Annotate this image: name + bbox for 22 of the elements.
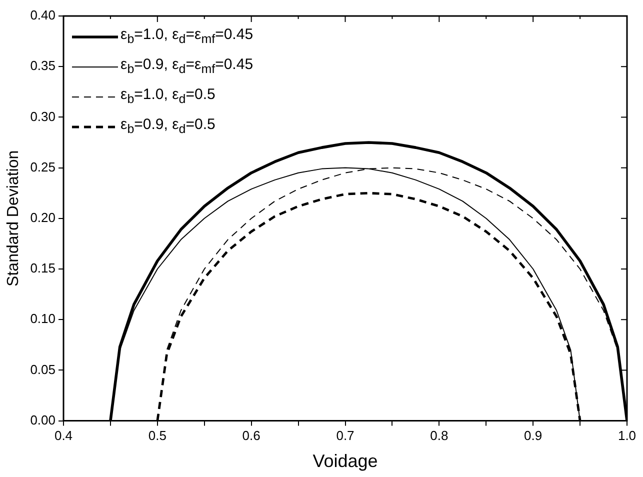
x-tick-label: 1.0: [618, 428, 636, 444]
x-tick-label: 0.5: [148, 428, 166, 444]
legend-label: ε$_{b}$=1.0, ε$_{d}$=ε$_{mf}$=0.45: [120, 25, 254, 48]
x-tick-label: 0.9: [524, 428, 542, 444]
legend-label: ε$_{b}$=1.0, ε$_{d}$=0.5: [120, 85, 216, 108]
y-tick-label: 0.10: [30, 311, 56, 326]
y-tick-label: 0.35: [30, 58, 56, 74]
x-tick-label: 0.6: [242, 428, 260, 444]
legend-label: ε$_{b}$=0.9, ε$_{d}$=0.5: [120, 115, 216, 138]
legend-label: ε$_{b}$=0.9, ε$_{d}$=ε$_{mf}$=0.45: [120, 55, 254, 78]
y-tick-label: 0.30: [30, 108, 56, 124]
y-tick-label: 0.00: [30, 412, 56, 428]
y-tick-label: 0.05: [30, 362, 56, 377]
x-tick-label: 0.4: [54, 428, 73, 444]
y-tick-label: 0.25: [30, 159, 56, 174]
y-tick-label: 0.40: [30, 8, 56, 23]
x-tick-label: 0.7: [336, 428, 354, 444]
y-axis-title: Standard Deviation: [5, 150, 22, 286]
x-tick-label: 0.8: [430, 428, 448, 444]
y-tick-label: 0.20: [30, 210, 56, 225]
y-tick-label: 0.15: [30, 260, 56, 276]
x-axis-title: Voidage: [312, 451, 378, 472]
